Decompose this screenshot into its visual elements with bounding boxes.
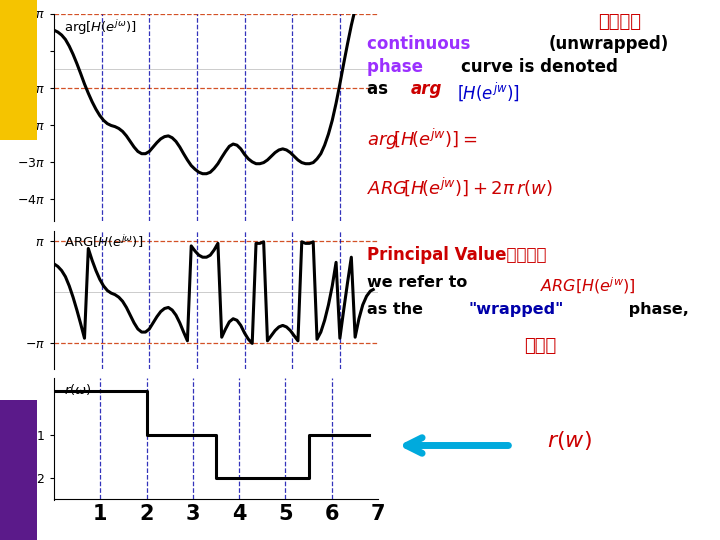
Text: phase,: phase,: [623, 302, 688, 318]
Text: 解卷绕的: 解卷绕的: [598, 14, 641, 31]
Text: as: as: [367, 80, 394, 98]
Text: "wrapped": "wrapped": [468, 302, 563, 318]
Text: $\mathrm{ARG}[H(e^{j\omega})]$: $\mathrm{ARG}[H(e^{j\omega})]$: [63, 233, 143, 250]
Text: as the: as the: [367, 302, 429, 318]
Text: 卷绕的: 卷绕的: [524, 338, 556, 355]
Text: arg: arg: [410, 80, 442, 98]
Text: $ARG\!\left[H\!\left(e^{jw}\right)\right] + 2\pi\,r(w)$: $ARG\!\left[H\!\left(e^{jw}\right)\right…: [367, 176, 553, 198]
Text: $ARG[H(e^{jw})]$: $ARG[H(e^{jw})]$: [540, 275, 636, 296]
Text: (unwrapped): (unwrapped): [549, 35, 670, 53]
Text: $r(\omega)$: $r(\omega)$: [63, 382, 91, 397]
Text: 13: 13: [11, 519, 30, 534]
Text: $\mathrm{arg}[H(e^{j\omega})]$: $\mathrm{arg}[H(e^{j\omega})]$: [63, 18, 136, 37]
Text: Principal Value（主値）: Principal Value（主値）: [367, 246, 546, 264]
Text: $r(w)$: $r(w)$: [547, 429, 592, 453]
Text: we refer to: we refer to: [367, 275, 473, 291]
Text: curve is denoted: curve is denoted: [461, 58, 618, 76]
Text: $[H(e^{jw})]$: $[H(e^{jw})]$: [457, 80, 520, 103]
Text: continuous: continuous: [367, 35, 477, 53]
Text: $arg\!\left[H\!\left(e^{jw}\right)\right] =$: $arg\!\left[H\!\left(e^{jw}\right)\right…: [367, 127, 477, 152]
Text: phase: phase: [367, 58, 429, 76]
